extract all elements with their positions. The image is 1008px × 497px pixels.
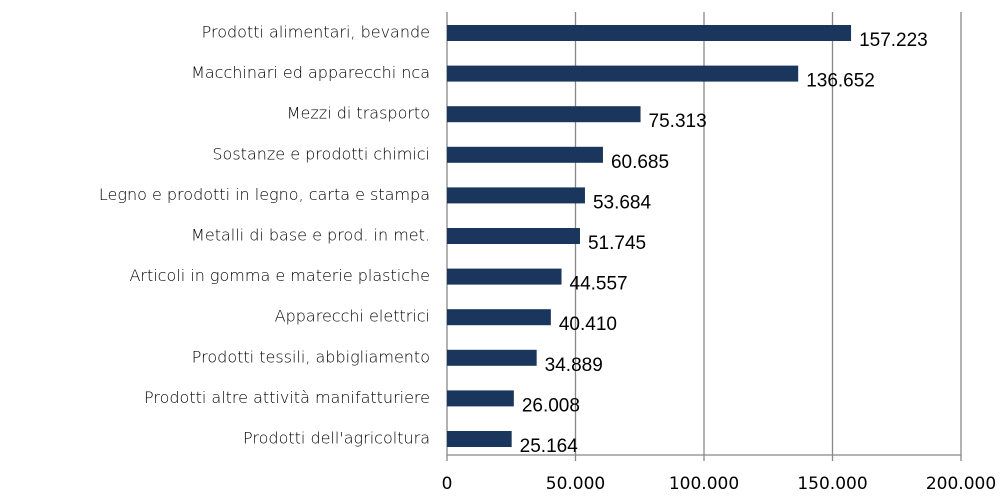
value-label: 44.557: [570, 274, 628, 295]
category-label: Prodotti tessili, abbigliamento: [192, 347, 430, 366]
value-label: 25.164: [520, 436, 579, 457]
value-label: 51.745: [588, 233, 646, 254]
category-label: Metalli di base e prod. in met.: [191, 226, 430, 245]
value-label: 26.008: [522, 395, 580, 416]
value-label: 157.223: [859, 30, 928, 51]
value-label: 136.652: [806, 71, 875, 92]
x-tick-label: 50.000: [546, 474, 605, 494]
bar: [447, 146, 603, 163]
value-label: 40.410: [559, 314, 617, 335]
bar: [447, 65, 799, 82]
x-tick-label: 0: [442, 474, 453, 494]
bar: [447, 106, 641, 123]
bar: [447, 390, 514, 407]
value-label: 75.313: [649, 111, 707, 132]
category-label: Macchinari ed apparecchi nca: [191, 63, 430, 82]
category-label: Mezzi di trasporto: [287, 104, 430, 123]
category-label: Prodotti alimentari, bevande: [202, 23, 430, 42]
x-tick-label: 200.000: [926, 474, 996, 494]
x-tick-label: 100.000: [669, 474, 739, 494]
x-tick-label: 150.000: [797, 474, 867, 494]
bar: [447, 187, 585, 204]
value-label: 34.889: [545, 355, 603, 376]
category-label: Apparecchi elettrici: [275, 307, 430, 326]
value-label: 60.685: [611, 152, 669, 173]
category-label: Legno e prodotti in legno, carta e stamp…: [99, 185, 430, 204]
category-label: Prodotti altre attività manifatturiere: [144, 388, 430, 407]
bar: [447, 349, 537, 366]
category-label: Articoli in gomma e materie plastiche: [129, 266, 430, 285]
bar: [447, 25, 852, 41]
bar: [447, 228, 580, 244]
value-label: 53.684: [593, 192, 652, 213]
category-label: Sostanze e prodotti chimici: [212, 144, 430, 163]
bar: [447, 431, 512, 447]
category-label: Prodotti dell'agricoltura: [243, 429, 430, 448]
bar: [447, 268, 562, 285]
bar: [447, 309, 551, 326]
